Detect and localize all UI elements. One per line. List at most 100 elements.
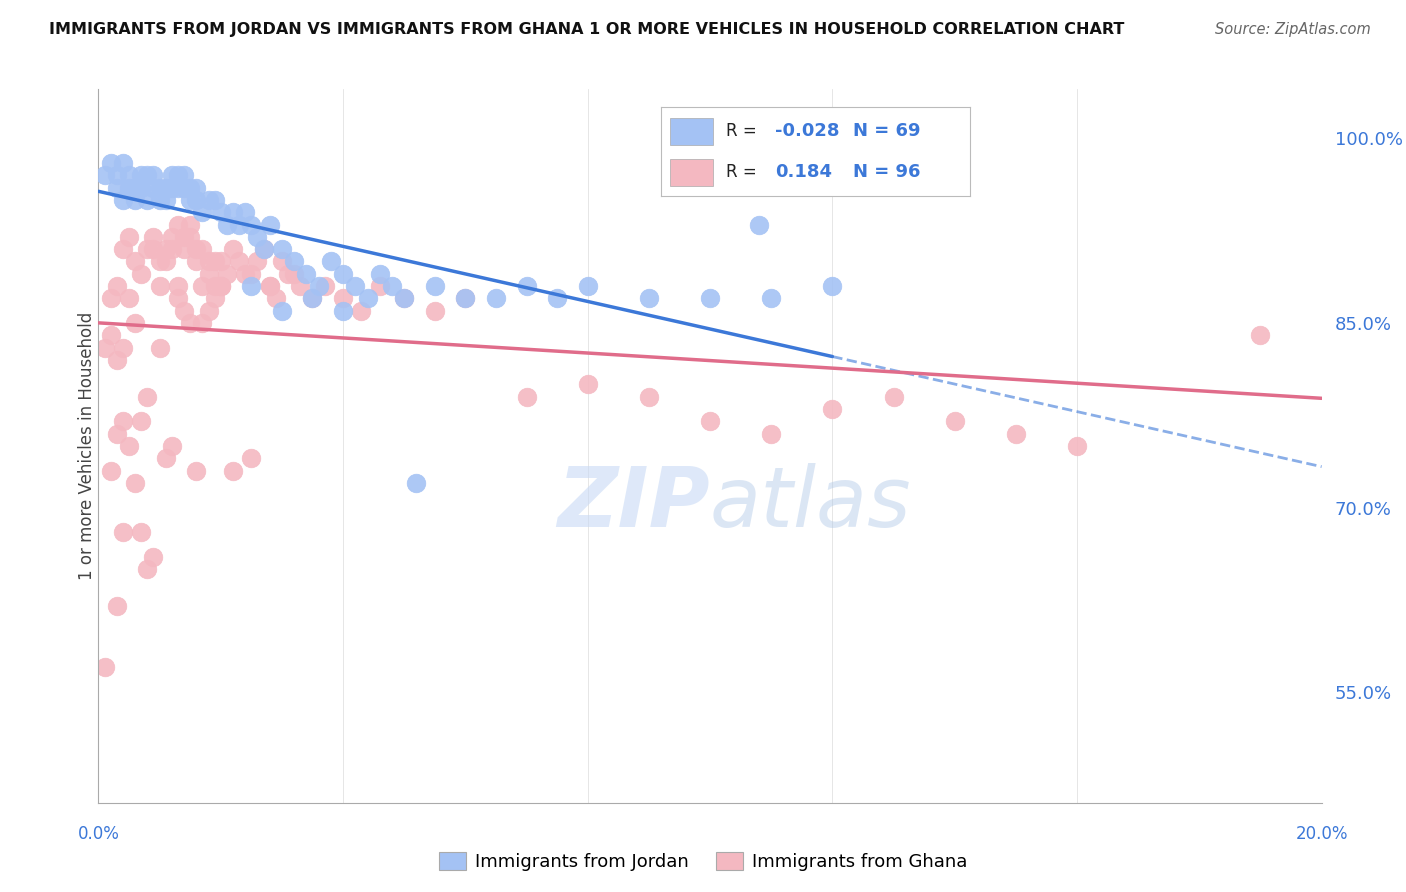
Point <box>136 193 159 207</box>
Point <box>392 291 416 305</box>
Point <box>136 390 159 404</box>
Point <box>1004 426 1026 441</box>
Point <box>368 279 391 293</box>
Point <box>100 328 122 343</box>
Point <box>215 267 238 281</box>
Point <box>191 242 214 256</box>
Text: Source: ZipAtlas.com: Source: ZipAtlas.com <box>1215 22 1371 37</box>
Point <box>222 464 245 478</box>
Point <box>392 291 416 305</box>
Point <box>142 242 165 256</box>
Point <box>204 279 226 293</box>
Bar <box>671 118 713 145</box>
Point <box>759 291 782 305</box>
Point <box>270 254 292 268</box>
Point <box>204 193 226 207</box>
Point <box>136 562 159 576</box>
Point <box>637 291 661 305</box>
Point <box>173 242 195 256</box>
Text: R =: R = <box>725 163 768 181</box>
Point <box>124 475 146 490</box>
Point <box>821 402 844 417</box>
Point <box>295 267 318 281</box>
Point <box>167 180 190 194</box>
Point <box>179 218 201 232</box>
Point <box>314 279 336 293</box>
Point <box>821 279 844 293</box>
Point <box>155 451 177 466</box>
Point <box>179 230 201 244</box>
Point <box>259 279 281 293</box>
Point <box>576 377 599 392</box>
Point <box>301 291 323 305</box>
Point <box>111 242 134 256</box>
Point <box>197 193 219 207</box>
Point <box>118 180 141 194</box>
Point <box>160 230 183 244</box>
Point <box>209 205 232 219</box>
Point <box>149 341 172 355</box>
Point <box>699 414 721 428</box>
Point <box>332 291 354 305</box>
Point <box>149 254 172 268</box>
Bar <box>671 159 713 186</box>
Point <box>283 254 305 268</box>
Point <box>240 279 263 293</box>
Point <box>350 303 373 318</box>
Point <box>105 599 128 613</box>
Point <box>111 525 134 540</box>
Point <box>233 205 256 219</box>
Point <box>93 169 115 183</box>
Point <box>160 180 183 194</box>
Point <box>270 303 292 318</box>
Point <box>883 390 905 404</box>
Text: N = 69: N = 69 <box>852 122 920 140</box>
Point <box>252 242 274 256</box>
Point <box>136 169 159 183</box>
Point <box>111 341 134 355</box>
Point <box>204 254 226 268</box>
Point <box>167 279 190 293</box>
Point <box>209 254 232 268</box>
Point <box>209 279 232 293</box>
Point <box>283 267 305 281</box>
Point <box>215 218 238 232</box>
Point <box>485 291 508 305</box>
Point <box>118 169 141 183</box>
Point <box>356 291 378 305</box>
Point <box>516 390 538 404</box>
Point <box>186 242 208 256</box>
Point <box>105 279 128 293</box>
Text: 0.0%: 0.0% <box>77 825 120 843</box>
Point <box>240 451 263 466</box>
Point <box>100 291 122 305</box>
Point <box>118 230 141 244</box>
Point <box>228 254 250 268</box>
Point <box>111 193 134 207</box>
Point <box>209 279 232 293</box>
Point <box>332 267 354 281</box>
Point <box>142 549 165 564</box>
Point <box>179 180 201 194</box>
Point <box>167 169 190 183</box>
Point <box>173 169 195 183</box>
Text: IMMIGRANTS FROM JORDAN VS IMMIGRANTS FROM GHANA 1 OR MORE VEHICLES IN HOUSEHOLD : IMMIGRANTS FROM JORDAN VS IMMIGRANTS FRO… <box>49 22 1125 37</box>
Point <box>454 291 477 305</box>
Point <box>100 464 122 478</box>
Point <box>699 291 721 305</box>
Point <box>259 218 281 232</box>
Point <box>1066 439 1088 453</box>
Point <box>105 180 128 194</box>
Point <box>93 660 115 674</box>
Text: 20.0%: 20.0% <box>1295 825 1348 843</box>
Point <box>100 156 122 170</box>
Point <box>332 303 354 318</box>
Point <box>173 303 195 318</box>
Point <box>142 169 165 183</box>
Point <box>173 230 195 244</box>
Text: N = 96: N = 96 <box>852 163 920 181</box>
Point <box>155 254 177 268</box>
Point <box>105 426 128 441</box>
Point <box>111 414 134 428</box>
Point <box>118 439 141 453</box>
